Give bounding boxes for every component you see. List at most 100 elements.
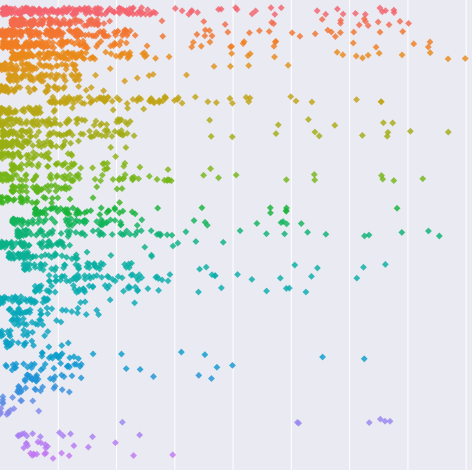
point-row-34-14	[15, 383, 23, 391]
point-row-10-61	[45, 119, 53, 126]
point-row-2-118	[28, 32, 35, 40]
point-row-7-17	[10, 88, 18, 95]
point-row-26-36	[23, 297, 31, 305]
point-row-3-106	[47, 43, 55, 50]
point-row-16-36	[22, 183, 30, 191]
point-row-20-24	[32, 231, 40, 239]
point-row-33-7	[77, 374, 85, 382]
point-row-10-74	[389, 119, 397, 127]
point-row-4-29	[82, 49, 90, 57]
point-row-18-28	[111, 204, 119, 212]
point-row-19-33	[18, 221, 26, 229]
point-row-19-58	[9, 215, 17, 223]
point-row-14-24	[52, 160, 60, 168]
point-row-4-108	[41, 54, 49, 62]
point-row-15-61	[72, 172, 80, 180]
point-row-6-29	[48, 71, 55, 79]
point-row-39-10	[112, 439, 119, 447]
point-row-32-28	[213, 363, 221, 371]
series-row-7	[0, 82, 107, 96]
point-row-1-126	[396, 17, 404, 25]
point-row-15-63	[98, 171, 106, 179]
point-row-20-7	[168, 231, 176, 239]
point-row-33-23	[150, 373, 157, 380]
point-row-8-73	[204, 98, 212, 106]
point-row-2-146	[337, 29, 344, 36]
point-row-8-79	[229, 99, 236, 107]
point-row-31-16	[177, 348, 185, 356]
point-row-6-63	[121, 77, 129, 85]
point-row-14-31	[104, 164, 111, 172]
point-row-2-139	[376, 28, 384, 36]
series-row-12	[0, 137, 130, 152]
point-row-2-147	[265, 28, 273, 35]
point-row-23-18	[83, 263, 91, 271]
point-row-25-28	[126, 284, 134, 292]
point-row-4-81	[25, 52, 32, 60]
point-row-31-20	[118, 350, 125, 358]
point-row-23-50	[291, 261, 299, 269]
point-row-3-127	[189, 38, 197, 46]
point-row-6-64	[183, 71, 190, 79]
point-row-11-70	[444, 128, 452, 136]
point-row-0-193	[277, 4, 285, 12]
point-row-34-10	[22, 384, 30, 392]
point-row-31-8	[70, 353, 78, 361]
point-row-3-102	[94, 40, 102, 48]
point-row-19-66	[297, 220, 305, 227]
point-row-10-57	[90, 121, 98, 129]
point-row-10-50	[33, 121, 41, 128]
point-row-2-135	[256, 27, 263, 35]
point-row-19-68	[190, 217, 198, 224]
point-row-16-37	[12, 184, 19, 191]
point-row-5-24	[68, 60, 76, 68]
point-row-0-178	[334, 5, 341, 13]
point-row-16-20	[41, 184, 49, 191]
point-row-4-103	[27, 50, 35, 58]
point-row-20-67	[365, 231, 373, 239]
point-row-1-127	[374, 18, 382, 26]
point-row-38-11	[67, 430, 74, 438]
point-row-9-38	[27, 105, 34, 112]
point-row-6-54	[51, 75, 59, 83]
point-row-3-111	[11, 41, 18, 49]
point-row-15-38	[163, 177, 171, 184]
point-row-23-29	[37, 262, 45, 270]
point-row-0-130	[82, 6, 90, 14]
point-row-23-38	[20, 265, 28, 273]
point-row-15-24	[109, 176, 117, 183]
series-row-11	[0, 126, 452, 141]
series-row-22	[5, 248, 156, 263]
point-row-18-30	[50, 204, 57, 212]
point-row-11-62	[10, 128, 18, 135]
point-row-26-6	[2, 294, 10, 302]
point-row-11-76	[358, 132, 366, 139]
point-row-15-45	[53, 172, 61, 179]
point-row-16-42	[113, 185, 121, 193]
point-row-17-28	[48, 194, 56, 202]
point-row-38-2	[29, 430, 37, 438]
point-row-9-42	[124, 104, 132, 112]
point-row-10-63	[63, 119, 71, 127]
point-row-14-4	[17, 165, 25, 173]
point-row-2-148	[193, 31, 201, 38]
point-row-18-26	[87, 207, 95, 215]
point-row-0-191	[313, 7, 321, 15]
point-row-8-63	[87, 99, 94, 107]
point-row-3-126	[424, 43, 432, 51]
point-row-14-8	[44, 162, 51, 170]
point-row-4-120	[375, 49, 383, 57]
point-row-23-46	[360, 263, 367, 271]
point-row-39-11	[84, 443, 92, 451]
point-row-15-68	[29, 176, 37, 184]
point-row-26-37	[26, 296, 33, 303]
point-row-25-14	[155, 286, 162, 294]
point-row-27-5	[68, 308, 76, 315]
point-row-0-169	[22, 4, 30, 12]
point-row-30-10	[14, 339, 22, 347]
point-row-3-120	[410, 40, 418, 48]
point-row-4-116	[228, 50, 236, 57]
point-row-2-133	[131, 31, 139, 39]
point-row-2-97	[123, 32, 131, 39]
point-row-1-133	[221, 21, 229, 28]
